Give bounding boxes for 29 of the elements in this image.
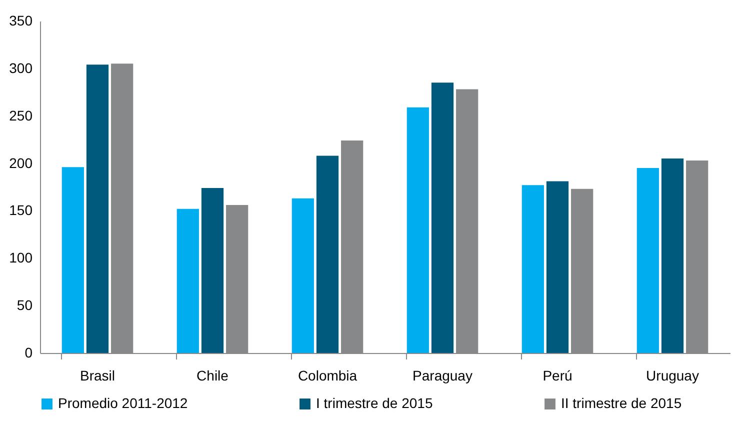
bar <box>636 168 659 353</box>
bar <box>201 188 224 353</box>
y-tick-label: 300 <box>9 60 33 76</box>
bar <box>86 64 109 353</box>
bar <box>661 158 684 353</box>
y-tick-label: 50 <box>16 297 33 314</box>
x-tick-label: Chile <box>196 368 229 384</box>
legend-label: II trimestre de 2015 <box>561 395 682 411</box>
x-tick-label: Colombia <box>298 368 358 384</box>
y-tick-label: 200 <box>9 154 33 171</box>
x-tick-label: Paraguay <box>412 368 472 384</box>
y-tick-label: 100 <box>9 250 33 266</box>
legend-label: I trimestre de 2015 <box>316 395 433 411</box>
x-tick-label: Perú <box>542 368 572 384</box>
y-tick-label: 0 <box>24 344 33 360</box>
bar <box>522 185 544 353</box>
y-tick-label: 150 <box>9 202 33 218</box>
y-tick-label: 350 <box>9 12 33 28</box>
y-tick-label: 250 <box>9 107 33 124</box>
x-tick-label: Uruguay <box>646 368 699 384</box>
bar <box>62 167 84 353</box>
x-tick-label: Brasil <box>80 368 116 384</box>
bar <box>316 156 339 353</box>
legend-label: Promedio 2011-2012 <box>58 395 188 411</box>
bar <box>406 107 429 353</box>
bar <box>431 82 454 353</box>
bar <box>546 181 569 353</box>
bar <box>176 208 199 353</box>
bar <box>292 198 314 353</box>
